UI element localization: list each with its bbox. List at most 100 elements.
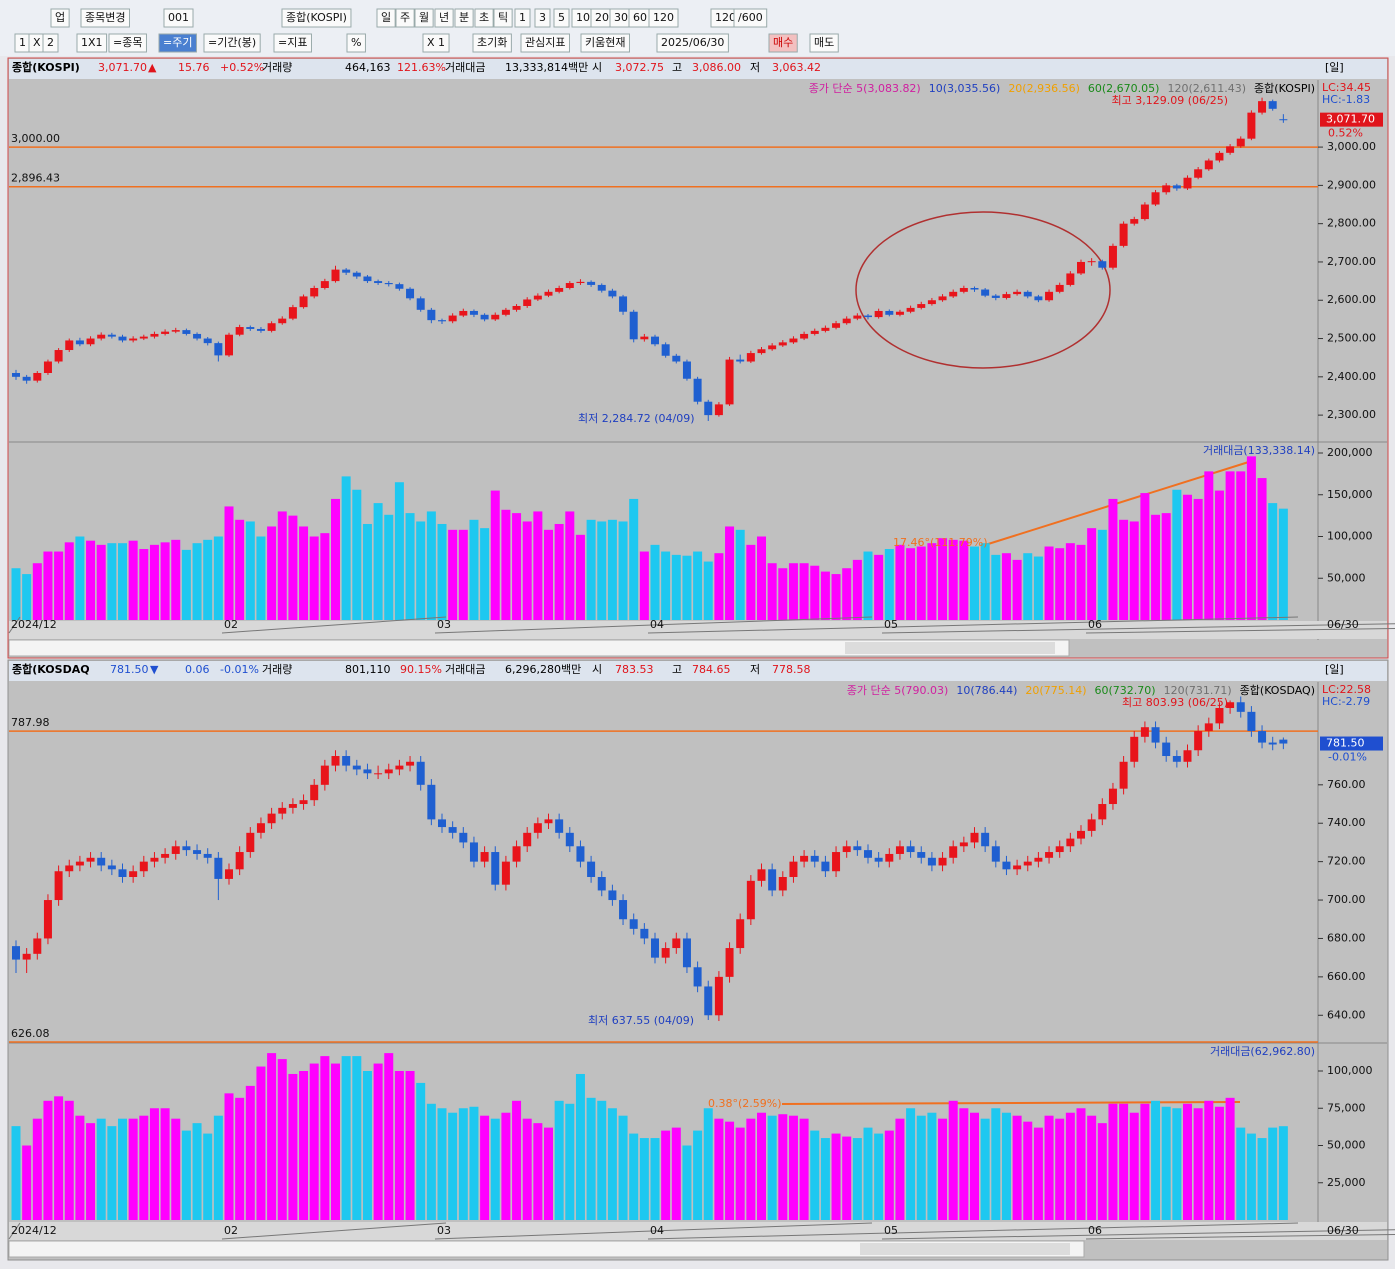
- toolbar-button[interactable]: X: [33, 36, 41, 49]
- month-tick: [881, 623, 1395, 634]
- button-frame[interactable]: [42, 33, 59, 53]
- button-frame[interactable]: [50, 8, 70, 28]
- scroll-thumb[interactable]: [860, 1243, 1070, 1255]
- scrollbar[interactable]: [8, 639, 1070, 657]
- volume-bar: [394, 482, 404, 620]
- volume-bar: [277, 1059, 287, 1220]
- candle-body: [555, 819, 564, 833]
- candle-body: [469, 842, 478, 862]
- button-frame[interactable]: [474, 8, 494, 28]
- volume-bar: [299, 526, 309, 620]
- toolbar-button[interactable]: 001: [168, 11, 189, 24]
- button-frame[interactable]: [395, 8, 415, 28]
- button-frame[interactable]: [534, 8, 551, 28]
- toolbar-button[interactable]: 120: [653, 11, 674, 24]
- candle-body: [661, 948, 670, 958]
- volume-bar: [1236, 471, 1246, 620]
- candle-body: [310, 287, 319, 297]
- toolbar-button[interactable]: 종목변경: [85, 11, 125, 24]
- button-frame[interactable]: [281, 8, 352, 28]
- toolbar-button[interactable]: 분: [459, 11, 469, 24]
- toolbar-button[interactable]: 종합(KOSPI): [286, 11, 347, 24]
- volume-bar: [1044, 546, 1054, 620]
- button-frame[interactable]: [158, 33, 197, 53]
- toolbar-button[interactable]: %: [351, 36, 361, 49]
- button-frame[interactable]: [580, 33, 630, 53]
- toolbar-button[interactable]: =종목: [113, 36, 142, 49]
- low-note: 최저 2,284.72 (04/09): [578, 412, 695, 425]
- toolbar-button[interactable]: 매도: [814, 36, 834, 49]
- toolbar-button[interactable]: X 1: [427, 36, 445, 49]
- toolbar-button[interactable]: 년: [439, 11, 449, 24]
- button-frame[interactable]: [493, 8, 513, 28]
- button-frame[interactable]: [809, 33, 839, 53]
- toolbar-button[interactable]: 1: [519, 11, 526, 24]
- toolbar-button[interactable]: 틱: [498, 11, 508, 24]
- button-frame[interactable]: [454, 8, 474, 28]
- toolbar-button[interactable]: 키움현재: [585, 36, 625, 49]
- toolbar-button[interactable]: 초기화: [477, 36, 507, 49]
- toolbar-button[interactable]: 20: [595, 11, 609, 24]
- toolbar-button[interactable]: 매수: [773, 36, 793, 49]
- volume-bar: [533, 511, 543, 620]
- button-frame[interactable]: [422, 33, 450, 53]
- toolbar-button[interactable]: 3: [539, 11, 546, 24]
- volume-bar: [22, 574, 32, 620]
- candle-body: [949, 846, 958, 858]
- y-tick-label: 2,500.00: [1327, 332, 1376, 345]
- toolbar-button[interactable]: 60: [633, 11, 647, 24]
- toolbar-button[interactable]: =기간(봉): [208, 36, 256, 49]
- last-price-tag: [1320, 112, 1383, 127]
- button-frame[interactable]: [163, 8, 194, 28]
- button-frame[interactable]: [76, 33, 108, 53]
- toolbar-button[interactable]: 5: [558, 11, 565, 24]
- button-frame[interactable]: [203, 33, 261, 53]
- button-frame[interactable]: [376, 8, 396, 28]
- candle-body: [395, 765, 404, 770]
- button-frame[interactable]: [108, 33, 147, 53]
- toolbar-button[interactable]: 30: [614, 11, 628, 24]
- button-frame[interactable]: [80, 8, 130, 28]
- toolbar-button[interactable]: 일: [381, 10, 391, 24]
- toolbar-button[interactable]: 10: [576, 11, 590, 24]
- toolbar-button[interactable]: 업: [55, 11, 65, 24]
- toolbar-button[interactable]: 주: [400, 11, 410, 24]
- volume-bar: [32, 1118, 42, 1220]
- volume-bar: [554, 523, 564, 620]
- button-frame[interactable]: [434, 8, 454, 28]
- toolbar-button[interactable]: 초: [479, 11, 489, 24]
- button-frame[interactable]: [768, 33, 798, 53]
- toolbar-button[interactable]: 120: [715, 11, 736, 24]
- volume-bar: [1012, 559, 1022, 620]
- toolbar-button[interactable]: 2025/06/30: [661, 36, 724, 49]
- button-frame[interactable]: [472, 33, 512, 53]
- toolbar-button[interactable]: /600: [738, 11, 763, 24]
- button-frame[interactable]: [520, 33, 570, 53]
- volume-legend: 거래대금(62,962.80): [1210, 1045, 1315, 1058]
- toolbar-button[interactable]: 2: [47, 36, 54, 49]
- toolbar-button[interactable]: =주기: [163, 36, 192, 49]
- toolbar-button[interactable]: 관심지표: [525, 36, 565, 49]
- toolbar-button[interactable]: 월: [419, 11, 429, 24]
- button-frame[interactable]: [733, 8, 768, 28]
- button-frame[interactable]: [273, 33, 312, 53]
- volume-bar: [991, 1108, 1001, 1220]
- button-frame[interactable]: [514, 8, 531, 28]
- candle-body: [256, 823, 265, 833]
- candle-body: [672, 938, 681, 949]
- volume-bar: [1097, 529, 1107, 620]
- button-frame[interactable]: [648, 8, 679, 28]
- button-frame[interactable]: [553, 8, 570, 28]
- button-frame[interactable]: [414, 8, 434, 28]
- candle-body: [1023, 291, 1032, 297]
- month-tick: [1085, 1233, 1395, 1240]
- scrollbar[interactable]: [8, 1240, 1085, 1258]
- button-frame[interactable]: [656, 33, 729, 53]
- scroll-thumb[interactable]: [845, 642, 1055, 654]
- toolbar-button[interactable]: 1X1: [81, 36, 103, 49]
- header-item: [일]: [1325, 662, 1344, 676]
- candle-body: [757, 349, 766, 354]
- toolbar-button[interactable]: =지표: [278, 36, 307, 49]
- button-frame[interactable]: [346, 33, 366, 53]
- toolbar-button[interactable]: 1: [19, 36, 26, 49]
